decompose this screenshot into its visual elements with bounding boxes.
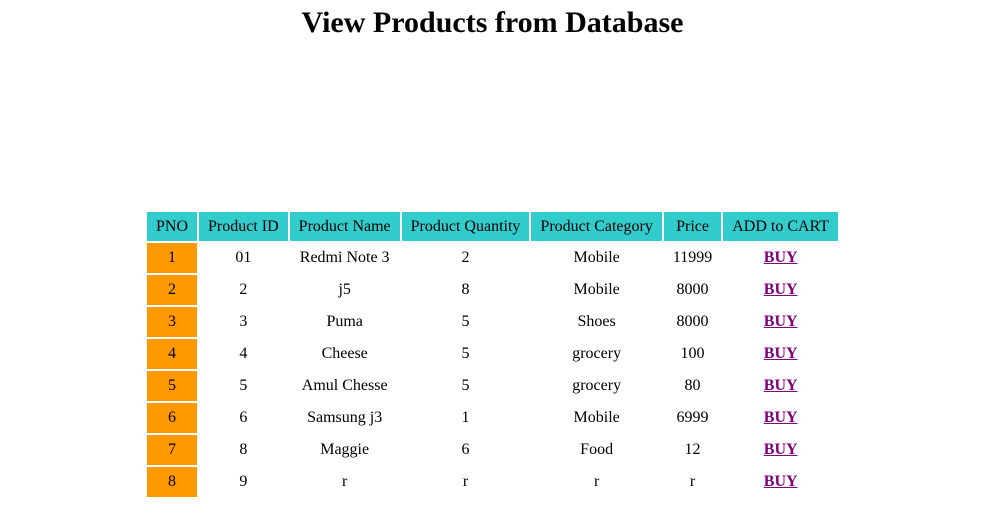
cell-pno: 8 [147,467,198,497]
header-product-id: Product ID [199,212,288,241]
cell-product-id: 9 [239,473,248,490]
cell-product-name: Puma [326,313,363,330]
header-add-to-cart: ADD to CART [723,212,839,241]
cell-add-to-cart: BUY [723,243,838,273]
cell-product-id: 8 [239,441,248,458]
cell-pno: 7 [147,435,198,465]
cell-quantity: 1 [461,409,470,426]
cell-product-name: Amul Chesse [301,377,388,394]
cell-category: Mobile [573,249,620,266]
cell-product-id: 3 [239,313,248,330]
cell-quantity: 8 [461,281,470,298]
cell-price: r [689,473,696,490]
buy-link[interactable]: BUY [763,313,798,330]
cell-price: 80 [684,377,701,394]
cell-category: Shoes [577,313,616,330]
cell-pno: 3 [147,307,198,337]
cell-product-id: 5 [239,377,248,394]
cell-pno: 2 [147,275,198,305]
buy-link[interactable]: BUY [763,409,798,426]
cell-product-name: Cheese [321,345,368,362]
cell-category: grocery [572,377,622,394]
cell-product-name: Maggie [320,441,370,458]
buy-link[interactable]: BUY [763,249,798,266]
cell-product-id: 4 [239,345,248,362]
cell-category: r [593,473,600,490]
cell-pno: 1 [147,243,198,273]
buy-link[interactable]: BUY [763,281,798,298]
table-row: 3 3 Puma 5 Shoes 8000 BUY [147,307,838,337]
cell-add-to-cart: BUY [723,435,838,465]
cell-product-name: j5 [338,281,351,298]
header-pno: PNO [147,212,198,241]
cell-product-name: Samsung j3 [307,409,383,426]
cell-quantity: 5 [461,313,470,330]
cell-quantity: r [462,473,469,490]
buy-link[interactable]: BUY [763,473,798,490]
page-title: View Products from Database [301,6,684,39]
buy-link[interactable]: BUY [763,377,798,394]
cell-product-id: 01 [235,249,252,266]
table-row: 5 5 Amul Chesse 5 grocery 80 BUY [147,371,838,401]
cell-product-name: r [342,473,348,490]
products-table: PNO Product ID Product Name Product Quan… [145,210,840,499]
buy-link[interactable]: BUY [763,345,798,362]
cell-price: 12 [684,441,701,458]
cell-quantity: 2 [461,249,470,266]
table-row: 7 8 Maggie 6 Food 12 BUY [147,435,838,465]
cell-add-to-cart: BUY [723,339,838,369]
cell-add-to-cart: BUY [723,307,838,337]
table-row: 4 4 Cheese 5 grocery 100 BUY [147,339,838,369]
cell-price: 8000 [676,281,709,298]
cell-pno: 6 [147,403,198,433]
header-product-category: Product Category [531,212,662,241]
cell-product-id: 2 [239,281,248,298]
header-price: Price [663,212,722,241]
header-product-name: Product Name [289,212,400,241]
cell-price: 6999 [676,409,709,426]
cell-pno: 5 [147,371,198,401]
cell-price: 11999 [672,249,713,266]
table-row: 8 9 r r r r BUY [147,467,838,497]
cell-category: Mobile [573,281,620,298]
header-product-quantity: Product Quantity [401,212,530,241]
cell-category: grocery [572,345,622,362]
cell-quantity: 5 [461,345,470,362]
cell-pno: 4 [147,339,198,369]
buy-link[interactable]: BUY [763,441,798,458]
cell-quantity: 6 [461,441,470,458]
table-row: 6 6 Samsung j3 1 Mobile 6999 BUY [147,403,838,433]
table-header-row: PNO Product ID Product Name Product Quan… [147,212,839,241]
cell-price: 100 [680,345,705,362]
cell-price: 8000 [676,313,709,330]
cell-add-to-cart: BUY [723,403,838,433]
cell-category: Mobile [573,409,620,426]
cell-category: Food [580,441,614,458]
cell-product-name: Redmi Note 3 [299,249,390,266]
cell-quantity: 5 [461,377,470,394]
cell-add-to-cart: BUY [723,371,838,401]
cell-add-to-cart: BUY [723,467,838,497]
cell-product-id: 6 [239,409,248,426]
table-row: 2 2 j5 8 Mobile 8000 BUY [147,275,838,305]
table-row: 1 01 Redmi Note 3 2 Mobile 11999 BUY [147,243,838,273]
cell-add-to-cart: BUY [723,275,838,305]
